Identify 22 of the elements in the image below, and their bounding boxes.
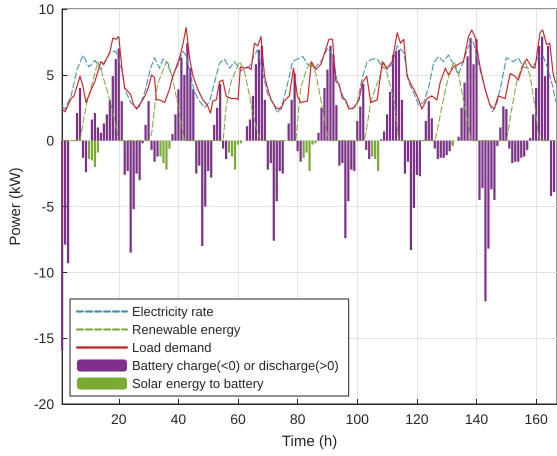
x-tick-label: 120 (405, 411, 429, 427)
y-tick-label: -20 (34, 396, 54, 412)
x-tick-label: 160 (524, 411, 548, 427)
y-tick-label: 5 (46, 66, 54, 83)
y-tick-label: -5 (42, 198, 54, 214)
y-tick-label: 10 (38, 1, 54, 17)
x-tick-label: 40 (170, 411, 186, 427)
legend-label: Renewable energy (132, 322, 241, 337)
y-tick-label: -15 (34, 330, 54, 346)
y-axis-title: Power (kW) (7, 167, 24, 246)
legend-label: Electricity rate (132, 304, 214, 319)
y-tick-label: -10 (34, 264, 54, 280)
legend-label: Battery charge(<0) or discharge(>0) (132, 358, 339, 373)
x-tick-label: 140 (464, 411, 488, 427)
x-tick-label: 100 (346, 411, 370, 427)
x-tick-label: 20 (110, 411, 127, 427)
y-tick-label: 0 (46, 132, 54, 149)
x-tick-label: 80 (290, 411, 306, 427)
x-axis-title: Time (h) (282, 433, 338, 450)
legend-label: Load demand (132, 340, 212, 355)
legend-label: Solar energy to battery (132, 376, 264, 391)
x-tick-label: 60 (230, 411, 246, 427)
